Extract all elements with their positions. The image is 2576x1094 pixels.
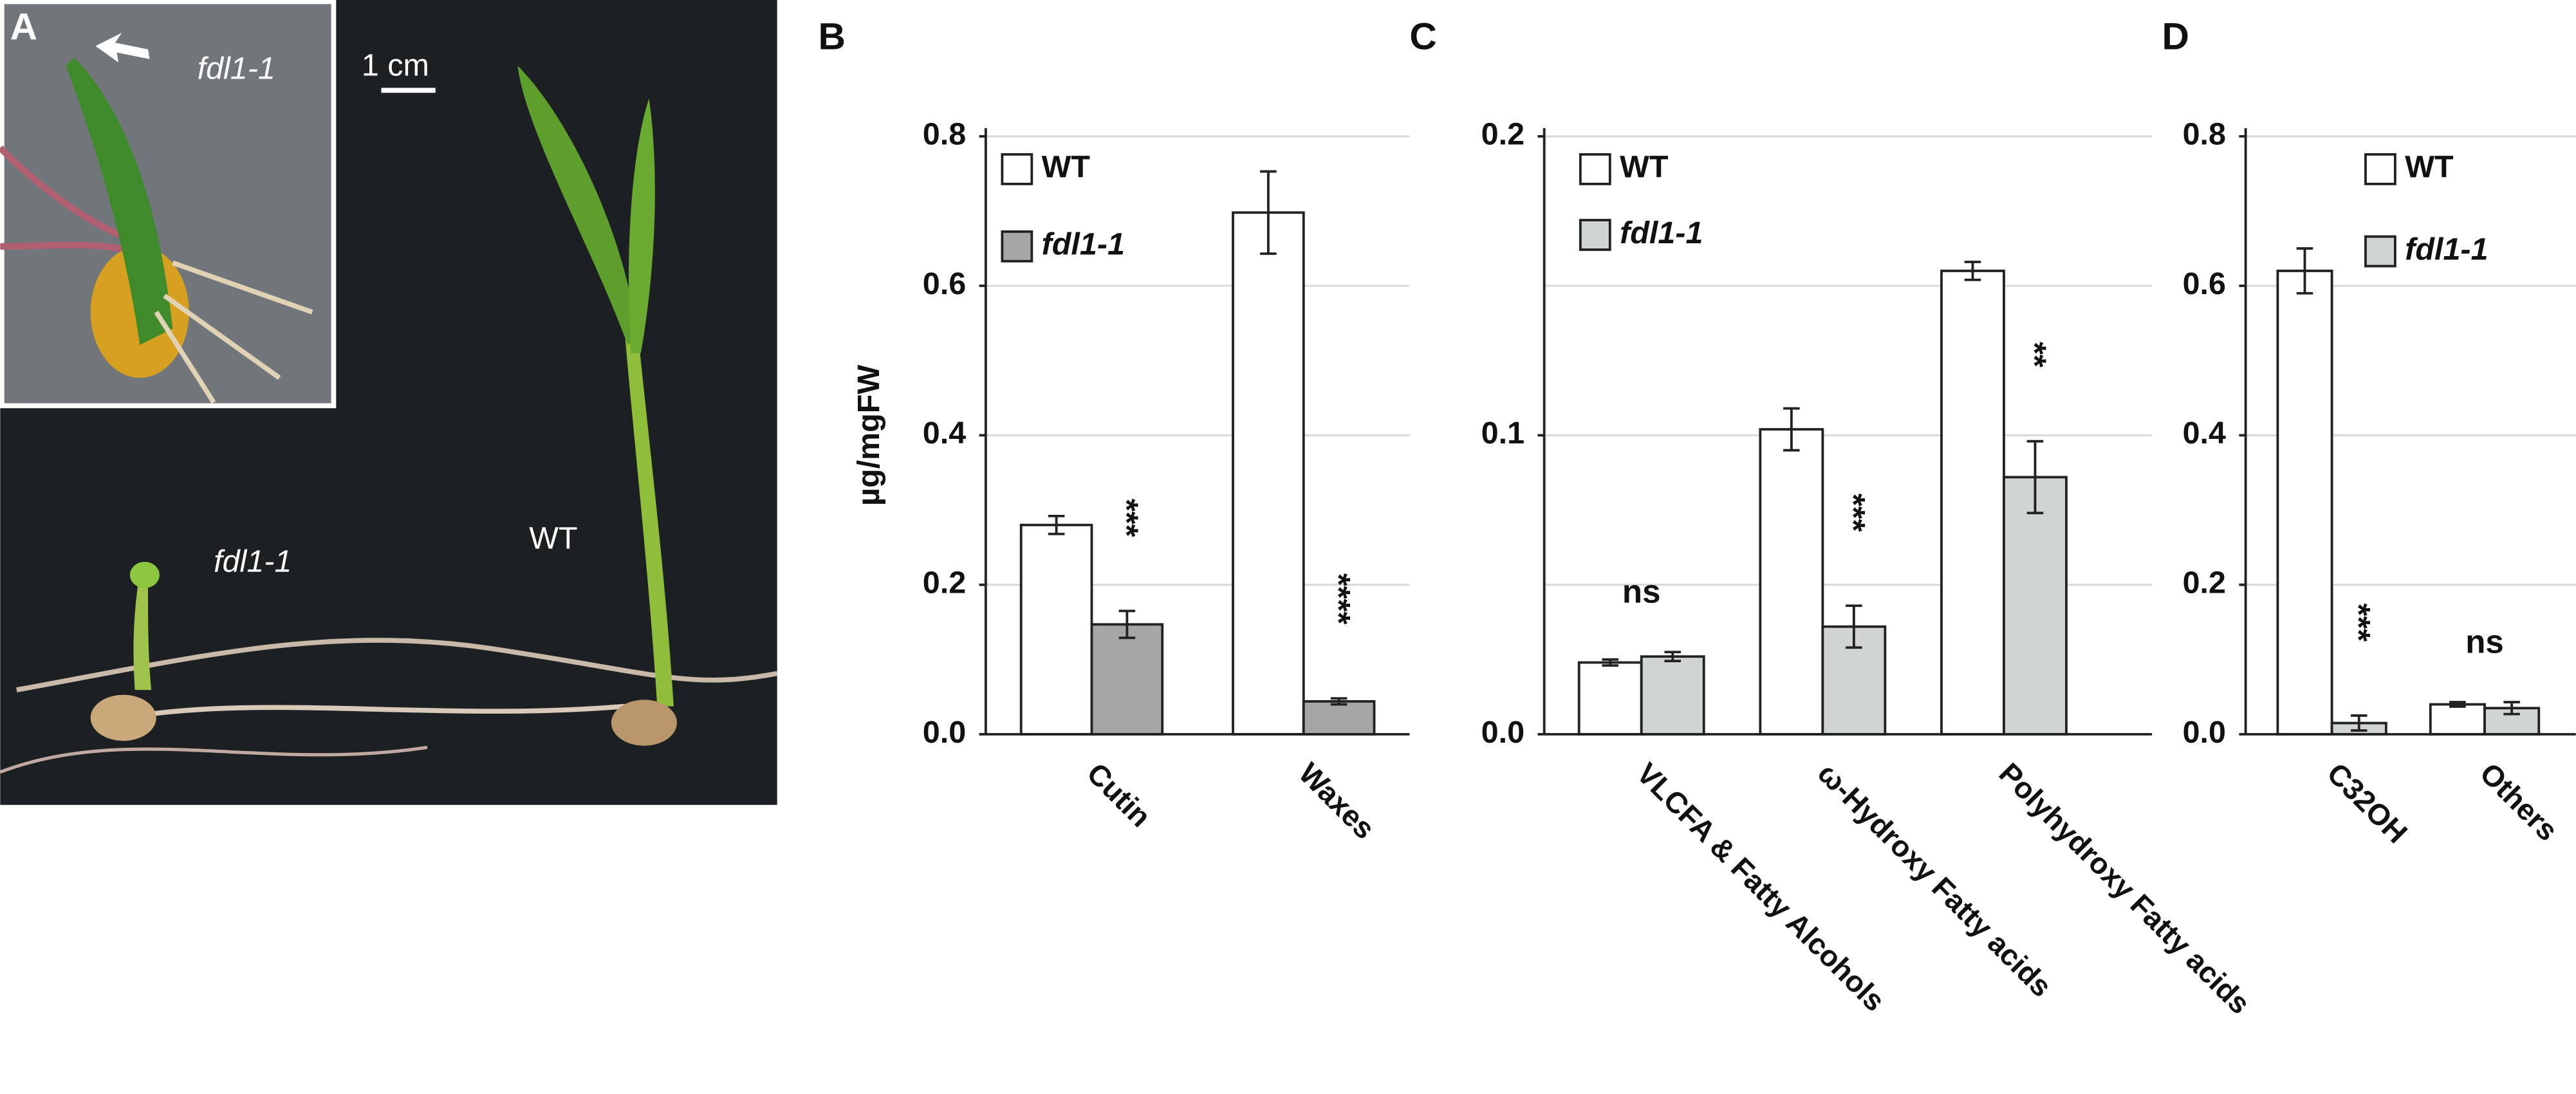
y-tick-label: 0.8 [2183,117,2226,152]
y-tick-label: 0.6 [923,266,966,301]
x-tick-label: Others [2474,756,2564,847]
legend-swatch [2364,153,2396,185]
bar [2429,703,2486,736]
y-tick-label: 0.2 [2183,566,2226,600]
bar [1940,270,2005,736]
x-tick-label: C32OH [2321,756,2414,849]
error-bar [1783,407,1800,452]
root [0,745,428,774]
root [154,260,313,404]
seed [90,694,156,741]
leaf [628,98,655,353]
error-bar [1664,651,1681,663]
arrow [95,33,150,62]
photo-panel: A fdl1-1 1 cm fdl1-1 WT [0,0,778,805]
significance: *** [1835,494,1872,532]
panel-label: D [2162,16,2189,58]
y-tick-label: 0.0 [923,715,966,750]
error-bar [1964,261,1981,281]
legend-label: WT [2405,150,2454,185]
error-bar [2449,701,2466,708]
significance: *** [1108,499,1145,537]
y-tick-label: 0.4 [2183,416,2226,450]
bar [1232,211,1305,736]
error-bar [2503,701,2520,716]
stem [624,328,674,707]
error-bar [2351,714,2368,732]
bar [1759,428,1824,736]
scale-bar-label: 1 cm [362,48,429,82]
stem [133,583,152,691]
y-axis-label: µg/mgFW [851,365,886,506]
root [98,703,625,725]
legend-label: fdl1-1 [1042,227,1125,262]
y-tick-label: 0.8 [923,117,966,152]
y-tick-label: 0.0 [2183,715,2226,750]
bar [1090,623,1164,736]
legend-label: WT [1042,150,1091,185]
error-bar [1260,170,1277,255]
chart: Bµg/mgFW 0.0 0.2 0.4 0.6 0.8 *** Cutin **** Waxes… [818,16,1410,846]
error-bar [2296,247,2313,295]
inset-label: fdl1-1 [198,51,275,86]
y-tick-label: 0.2 [923,566,966,600]
error-bar [1602,658,1618,667]
legend-swatch [1579,219,1611,251]
error-bar [2026,440,2044,515]
significance: ns [2465,623,2504,660]
y-tick-label: 0.4 [923,416,966,450]
bar [1302,700,1376,736]
shoot [66,57,173,346]
error-bar [1118,609,1136,640]
bar [1019,523,1093,736]
significance: ns [1622,573,1661,610]
chart: D 0.0 0.2 0.4 0.6 0.8 *** C32OH ns Others WT fdl1-1 [2162,16,2576,849]
legend-swatch [2364,235,2396,268]
x-tick-label: Cutin [1080,756,1158,833]
error-bar [1330,697,1348,706]
error-bar [1846,604,1862,649]
panel-label: A [10,6,37,48]
bar [2276,270,2333,736]
seed [611,700,677,746]
y-tick-label: 0.1 [1481,416,1524,450]
significance: **** [1320,573,1357,625]
leaf [129,561,160,588]
panel-label: C [1409,16,1436,58]
legend-label: fdl1-1 [2405,232,2488,266]
root [16,638,778,692]
legend-label: fdl1-1 [1620,216,1703,250]
legend-swatch [1579,153,1611,185]
panel-label: B [818,16,845,58]
x-tick-label: Waxes [1292,756,1381,845]
leaf [517,66,638,346]
y-tick-label: 0.0 [1481,715,1524,750]
bar [1640,655,1705,736]
legend-label: WT [1620,150,1669,185]
legend-swatch [1001,153,1033,185]
bar [2003,476,2068,736]
significance: *** [2340,603,2377,642]
bar [1577,661,1643,736]
legend-swatch [1001,230,1033,263]
mutant-label: fdl1-1 [214,544,292,579]
significance: ** [2017,342,2053,367]
error-bar [1048,514,1065,535]
y-tick-label: 0.2 [1481,117,1524,152]
wt-label: WT [529,521,577,556]
y-tick-label: 0.6 [2183,266,2226,301]
